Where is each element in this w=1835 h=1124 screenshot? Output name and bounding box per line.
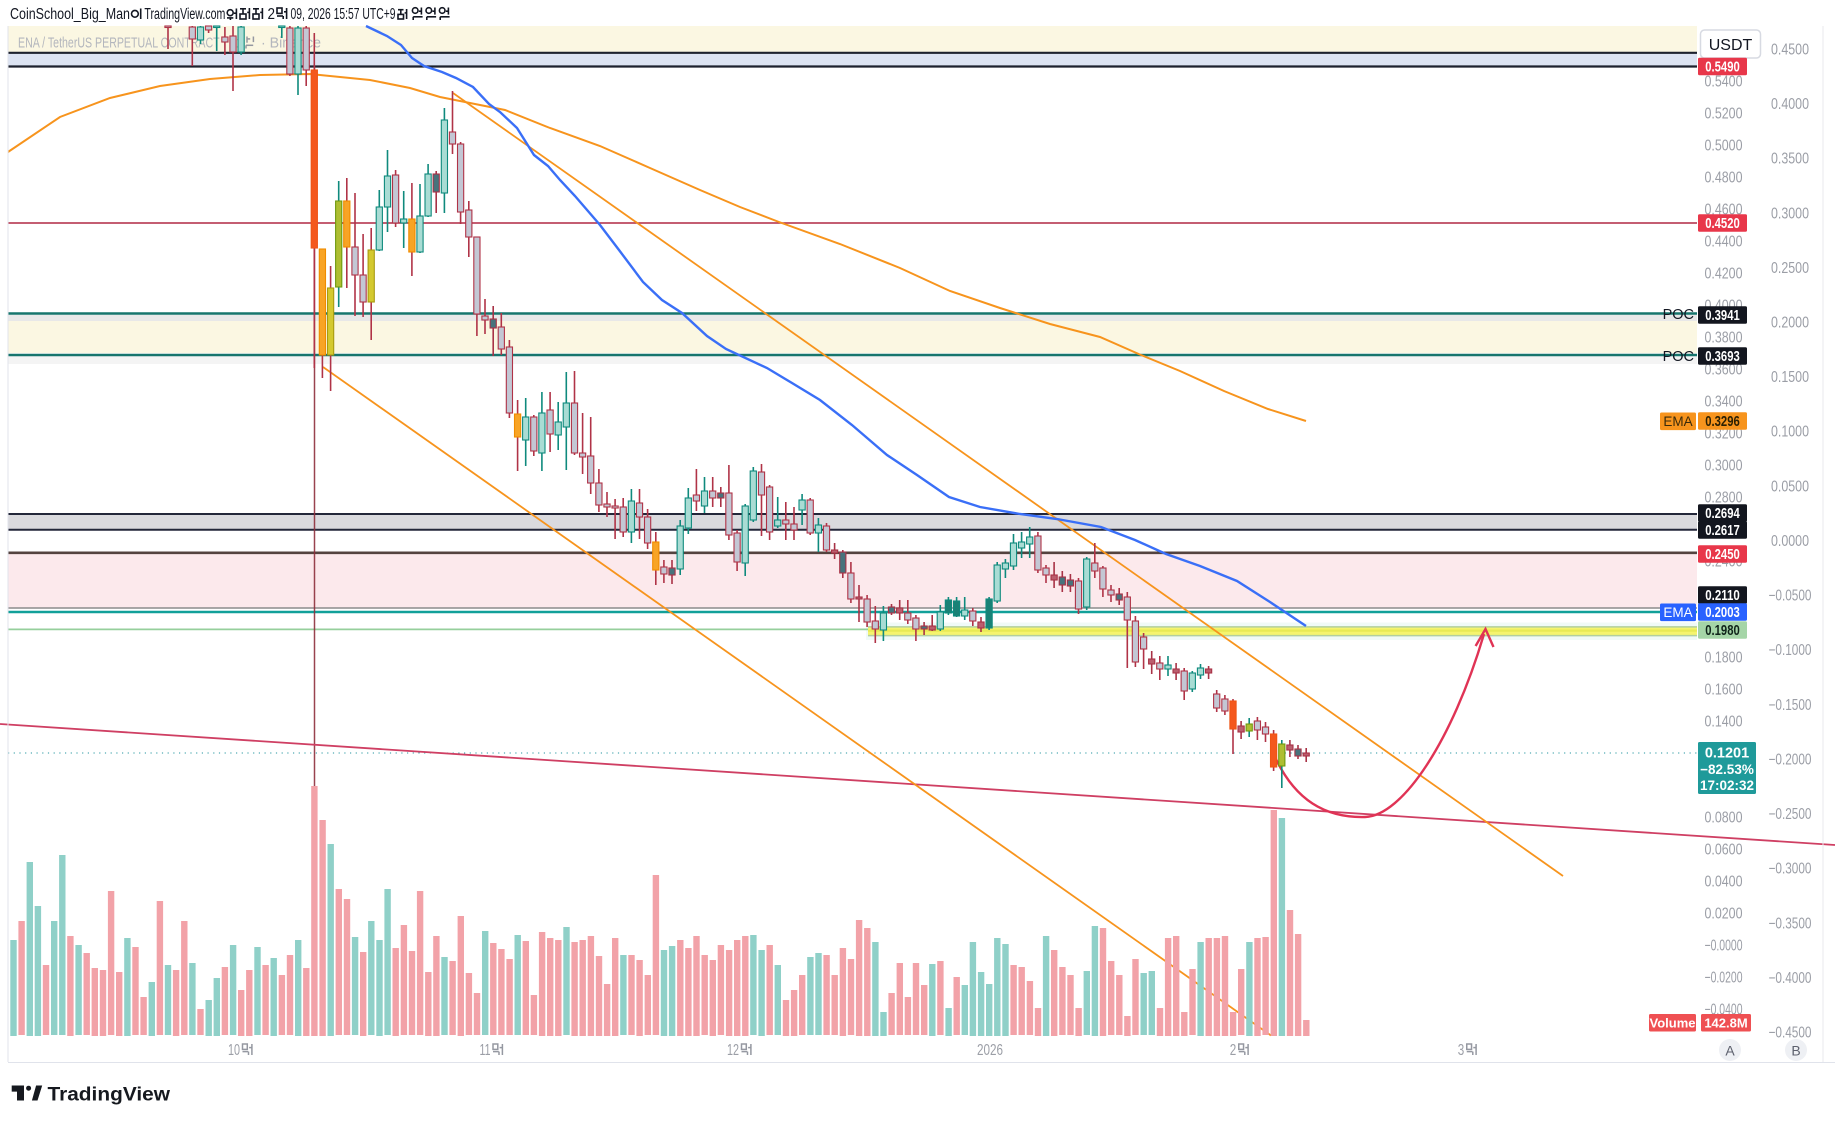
- svg-text:0.0500: 0.0500: [1771, 478, 1809, 495]
- svg-text:0.1400: 0.1400: [1705, 714, 1743, 731]
- svg-text:0.2000: 0.2000: [1771, 315, 1809, 332]
- svg-text:0.4200: 0.4200: [1705, 266, 1743, 283]
- svg-text:17:02:32: 17:02:32: [1700, 778, 1754, 793]
- svg-text:0.2500: 0.2500: [1771, 260, 1809, 277]
- svg-text:0.5400: 0.5400: [1705, 74, 1743, 91]
- svg-text:12: 12: [727, 1042, 739, 1059]
- svg-text:0.0200: 0.0200: [1705, 906, 1743, 923]
- svg-text:0.3296: 0.3296: [1705, 414, 1740, 430]
- svg-text:0.3000: 0.3000: [1771, 205, 1809, 222]
- svg-text:0.4000: 0.4000: [1771, 96, 1809, 113]
- svg-text:−0.2500: −0.2500: [1769, 806, 1812, 823]
- svg-text:−0.0500: −0.0500: [1769, 588, 1812, 605]
- svg-text:TradingView.com: TradingView.com: [144, 6, 225, 23]
- svg-text:0.1000: 0.1000: [1771, 424, 1809, 441]
- svg-text:−0.0200: −0.0200: [1705, 970, 1743, 987]
- svg-text:0.2800: 0.2800: [1705, 490, 1743, 507]
- svg-text:TradingView: TradingView: [48, 1084, 171, 1106]
- svg-text:11: 11: [480, 1042, 491, 1059]
- svg-text:EMA: EMA: [1663, 605, 1692, 620]
- svg-text:0.1201: 0.1201: [1705, 746, 1749, 762]
- svg-text:0.0400: 0.0400: [1705, 874, 1743, 891]
- svg-text:0.5000: 0.5000: [1705, 138, 1743, 155]
- svg-text:−0.3500: −0.3500: [1769, 915, 1812, 932]
- svg-text:0.0000: 0.0000: [1771, 533, 1809, 550]
- svg-text:0.4400: 0.4400: [1705, 234, 1743, 251]
- svg-text:0.2450: 0.2450: [1705, 547, 1740, 563]
- svg-text:0.1600: 0.1600: [1705, 682, 1743, 699]
- svg-text:09, 2026 15:57 UTC+9: 09, 2026 15:57 UTC+9: [291, 6, 396, 23]
- svg-text:−0.1500: −0.1500: [1769, 697, 1812, 714]
- svg-text:EMA: EMA: [1663, 414, 1692, 429]
- svg-text:0.3800: 0.3800: [1705, 330, 1743, 347]
- svg-text:USDT: USDT: [1709, 37, 1753, 54]
- svg-text:ENA / TetherUS PERPETUAL CONTR: ENA / TetherUS PERPETUAL CONTRACT: [18, 35, 220, 52]
- svg-text:0.0800: 0.0800: [1705, 810, 1743, 827]
- svg-text:0.3600: 0.3600: [1705, 362, 1743, 379]
- svg-text:0.2694: 0.2694: [1705, 506, 1740, 522]
- svg-text:−0.0000: −0.0000: [1705, 938, 1743, 955]
- svg-text:0.2003: 0.2003: [1705, 605, 1740, 621]
- svg-text:2: 2: [268, 6, 276, 23]
- svg-text:2026: 2026: [977, 1042, 1003, 1059]
- svg-text:3: 3: [1458, 1042, 1465, 1059]
- svg-text:10: 10: [228, 1042, 240, 1059]
- svg-text:−0.4000: −0.4000: [1769, 970, 1812, 987]
- svg-text:A: A: [1725, 1043, 1735, 1059]
- svg-text:0.1500: 0.1500: [1771, 369, 1809, 386]
- svg-text:0.5490: 0.5490: [1705, 60, 1740, 76]
- svg-text:0.3693: 0.3693: [1705, 349, 1740, 365]
- svg-text:0.1980: 0.1980: [1705, 623, 1740, 639]
- svg-text:−0.3000: −0.3000: [1769, 861, 1812, 878]
- svg-text:0.5200: 0.5200: [1705, 106, 1743, 123]
- svg-text:0.3941: 0.3941: [1705, 308, 1740, 324]
- svg-text:CoinSchool_Big_Man: CoinSchool_Big_Man: [10, 6, 130, 23]
- svg-text:POC: POC: [1663, 307, 1694, 323]
- svg-text:0.3400: 0.3400: [1705, 394, 1743, 411]
- svg-text:0.4800: 0.4800: [1705, 170, 1743, 187]
- svg-text:Volume: Volume: [1650, 1016, 1696, 1031]
- svg-text:0.2110: 0.2110: [1705, 588, 1740, 604]
- svg-text:0.0600: 0.0600: [1705, 842, 1743, 859]
- svg-text:B: B: [1791, 1043, 1800, 1059]
- svg-text:0.2617: 0.2617: [1705, 523, 1740, 539]
- svg-text:−0.1000: −0.1000: [1769, 642, 1812, 659]
- svg-text:142.8M: 142.8M: [1704, 1016, 1747, 1031]
- svg-text:0.3000: 0.3000: [1705, 458, 1743, 475]
- svg-text:−82.53%: −82.53%: [1700, 762, 1754, 777]
- svg-text:0.4520: 0.4520: [1705, 216, 1740, 232]
- svg-text:0.3500: 0.3500: [1771, 151, 1809, 168]
- svg-text:2: 2: [1230, 1042, 1237, 1059]
- svg-text:0.4500: 0.4500: [1771, 41, 1809, 58]
- svg-text:−0.2000: −0.2000: [1769, 751, 1812, 768]
- svg-text:0.1800: 0.1800: [1705, 650, 1743, 667]
- svg-text:POC: POC: [1663, 349, 1694, 365]
- svg-text:−0.4500: −0.4500: [1769, 1024, 1812, 1041]
